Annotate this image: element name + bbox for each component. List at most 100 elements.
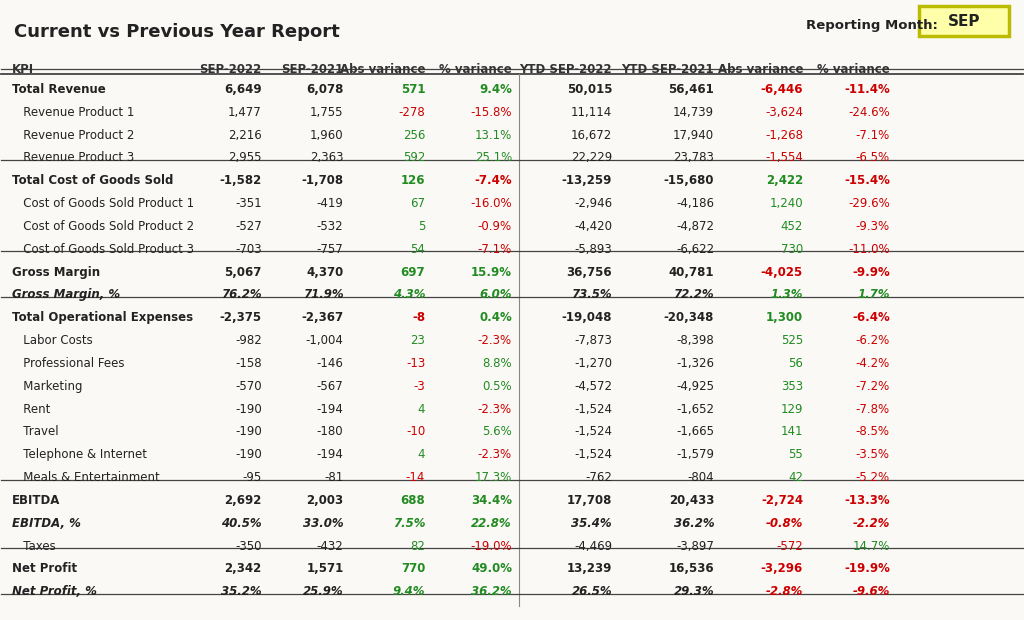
Text: -5.2%: -5.2% [856, 471, 890, 484]
Text: -6,446: -6,446 [761, 83, 803, 96]
Text: 525: 525 [780, 334, 803, 347]
Text: 353: 353 [781, 379, 803, 392]
Text: -3,897: -3,897 [676, 539, 714, 552]
Text: -351: -351 [236, 197, 262, 210]
Text: 20,433: 20,433 [669, 494, 714, 507]
Text: 1,960: 1,960 [310, 128, 343, 141]
Text: 141: 141 [780, 425, 803, 438]
Text: 16,672: 16,672 [570, 128, 612, 141]
Text: Cost of Goods Sold Product 3: Cost of Goods Sold Product 3 [11, 242, 194, 255]
Text: 5.6%: 5.6% [482, 425, 512, 438]
Text: -1,268: -1,268 [765, 128, 803, 141]
Text: -6.4%: -6.4% [852, 311, 890, 324]
Text: -2,375: -2,375 [220, 311, 262, 324]
Text: Gross Margin, %: Gross Margin, % [11, 288, 120, 301]
Text: 25.1%: 25.1% [475, 151, 512, 164]
Text: -2.2%: -2.2% [852, 516, 890, 529]
Text: -8: -8 [412, 311, 425, 324]
Text: -3,624: -3,624 [765, 105, 803, 118]
Text: -194: -194 [316, 448, 343, 461]
Text: 16,536: 16,536 [669, 562, 714, 575]
Text: -2.8%: -2.8% [766, 585, 803, 598]
Text: -190: -190 [236, 448, 262, 461]
Text: 26.5%: 26.5% [571, 585, 612, 598]
Text: -419: -419 [316, 197, 343, 210]
Text: -532: -532 [316, 220, 343, 233]
Text: -1,524: -1,524 [574, 402, 612, 415]
Text: -432: -432 [316, 539, 343, 552]
Text: EBITDA: EBITDA [11, 494, 60, 507]
Text: 33.0%: 33.0% [303, 516, 343, 529]
Text: 1.3%: 1.3% [770, 288, 803, 301]
Text: -9.3%: -9.3% [856, 220, 890, 233]
Text: 2,216: 2,216 [228, 128, 262, 141]
Text: 688: 688 [400, 494, 425, 507]
Text: -190: -190 [236, 425, 262, 438]
Text: SEP-2022: SEP-2022 [200, 63, 262, 76]
Text: 0.4%: 0.4% [479, 311, 512, 324]
Text: -194: -194 [316, 402, 343, 415]
Text: Abs variance: Abs variance [340, 63, 425, 76]
Text: Marketing: Marketing [11, 379, 82, 392]
Text: -982: -982 [236, 334, 262, 347]
Text: -1,579: -1,579 [676, 448, 714, 461]
Text: -6,622: -6,622 [676, 242, 714, 255]
Text: -0.9%: -0.9% [478, 220, 512, 233]
Text: -15,680: -15,680 [664, 174, 714, 187]
Text: -29.6%: -29.6% [848, 197, 890, 210]
Text: 1,300: 1,300 [766, 311, 803, 324]
Text: -2,724: -2,724 [761, 494, 803, 507]
Text: 13,239: 13,239 [566, 562, 612, 575]
Text: Total Cost of Goods Sold: Total Cost of Goods Sold [11, 174, 173, 187]
Text: 23: 23 [411, 334, 425, 347]
Text: -567: -567 [316, 379, 343, 392]
Text: -158: -158 [236, 357, 262, 370]
Text: Current vs Previous Year Report: Current vs Previous Year Report [13, 23, 339, 41]
Text: -4,420: -4,420 [574, 220, 612, 233]
Text: Labor Costs: Labor Costs [11, 334, 92, 347]
Text: -19.9%: -19.9% [844, 562, 890, 575]
Text: 6,649: 6,649 [224, 83, 262, 96]
Text: 13.1%: 13.1% [475, 128, 512, 141]
Text: -95: -95 [243, 471, 262, 484]
Text: 1,240: 1,240 [769, 197, 803, 210]
Text: -2.3%: -2.3% [478, 448, 512, 461]
Text: -15.8%: -15.8% [470, 105, 512, 118]
Text: -4,925: -4,925 [676, 379, 714, 392]
Text: -4,872: -4,872 [676, 220, 714, 233]
Text: 55: 55 [788, 448, 803, 461]
Text: -1,326: -1,326 [676, 357, 714, 370]
Text: 17,940: 17,940 [673, 128, 714, 141]
Text: -11.4%: -11.4% [844, 83, 890, 96]
Text: -9.6%: -9.6% [852, 585, 890, 598]
Text: -3.5%: -3.5% [856, 448, 890, 461]
Text: 36.2%: 36.2% [674, 516, 714, 529]
Text: -20,348: -20,348 [664, 311, 714, 324]
Text: Net Profit, %: Net Profit, % [11, 585, 96, 598]
Text: 4: 4 [418, 402, 425, 415]
Text: Revenue Product 3: Revenue Product 3 [11, 151, 134, 164]
Text: -757: -757 [316, 242, 343, 255]
Text: -1,004: -1,004 [305, 334, 343, 347]
Text: Revenue Product 1: Revenue Product 1 [11, 105, 134, 118]
Text: -350: -350 [236, 539, 262, 552]
Text: 126: 126 [400, 174, 425, 187]
Text: -11.0%: -11.0% [848, 242, 890, 255]
Text: 9.4%: 9.4% [479, 83, 512, 96]
Text: YTD SEP-2022: YTD SEP-2022 [519, 63, 612, 76]
Text: Net Profit: Net Profit [11, 562, 77, 575]
Text: -4,469: -4,469 [574, 539, 612, 552]
Text: Total Operational Expenses: Total Operational Expenses [11, 311, 193, 324]
Text: -762: -762 [585, 471, 612, 484]
Text: Taxes: Taxes [11, 539, 55, 552]
Text: 50,015: 50,015 [566, 83, 612, 96]
Text: SEP-2021: SEP-2021 [282, 63, 343, 76]
Text: Rent: Rent [11, 402, 50, 415]
Text: 0.5%: 0.5% [482, 379, 512, 392]
Text: 25.9%: 25.9% [303, 585, 343, 598]
Text: -5,893: -5,893 [574, 242, 612, 255]
Text: Travel: Travel [11, 425, 58, 438]
Text: Total Revenue: Total Revenue [11, 83, 105, 96]
Text: 571: 571 [400, 83, 425, 96]
Text: Abs variance: Abs variance [718, 63, 803, 76]
